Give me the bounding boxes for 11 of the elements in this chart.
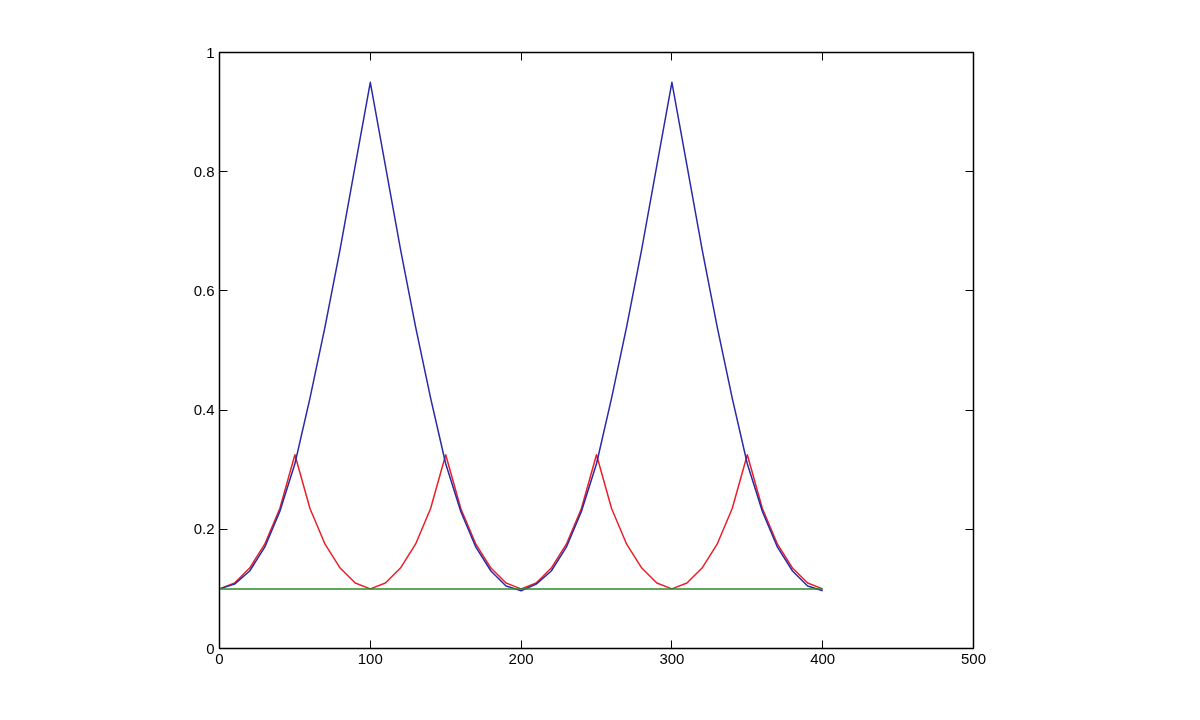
y-tick-label: 0.6: [193, 281, 215, 299]
y-tick-label: 0.4: [193, 401, 215, 419]
x-tick-label: 400: [810, 649, 836, 667]
y-tick-label: 0.2: [193, 520, 215, 538]
line-series: [219, 81, 824, 592]
y-tick-label: 0.8: [193, 162, 215, 180]
x-tick-label: 500: [960, 649, 987, 667]
x-tick-label: 100: [357, 649, 383, 667]
x-tick-label: 300: [659, 649, 685, 667]
y-tick-label: 1: [206, 43, 215, 61]
x-tick-label: 200: [508, 649, 534, 667]
